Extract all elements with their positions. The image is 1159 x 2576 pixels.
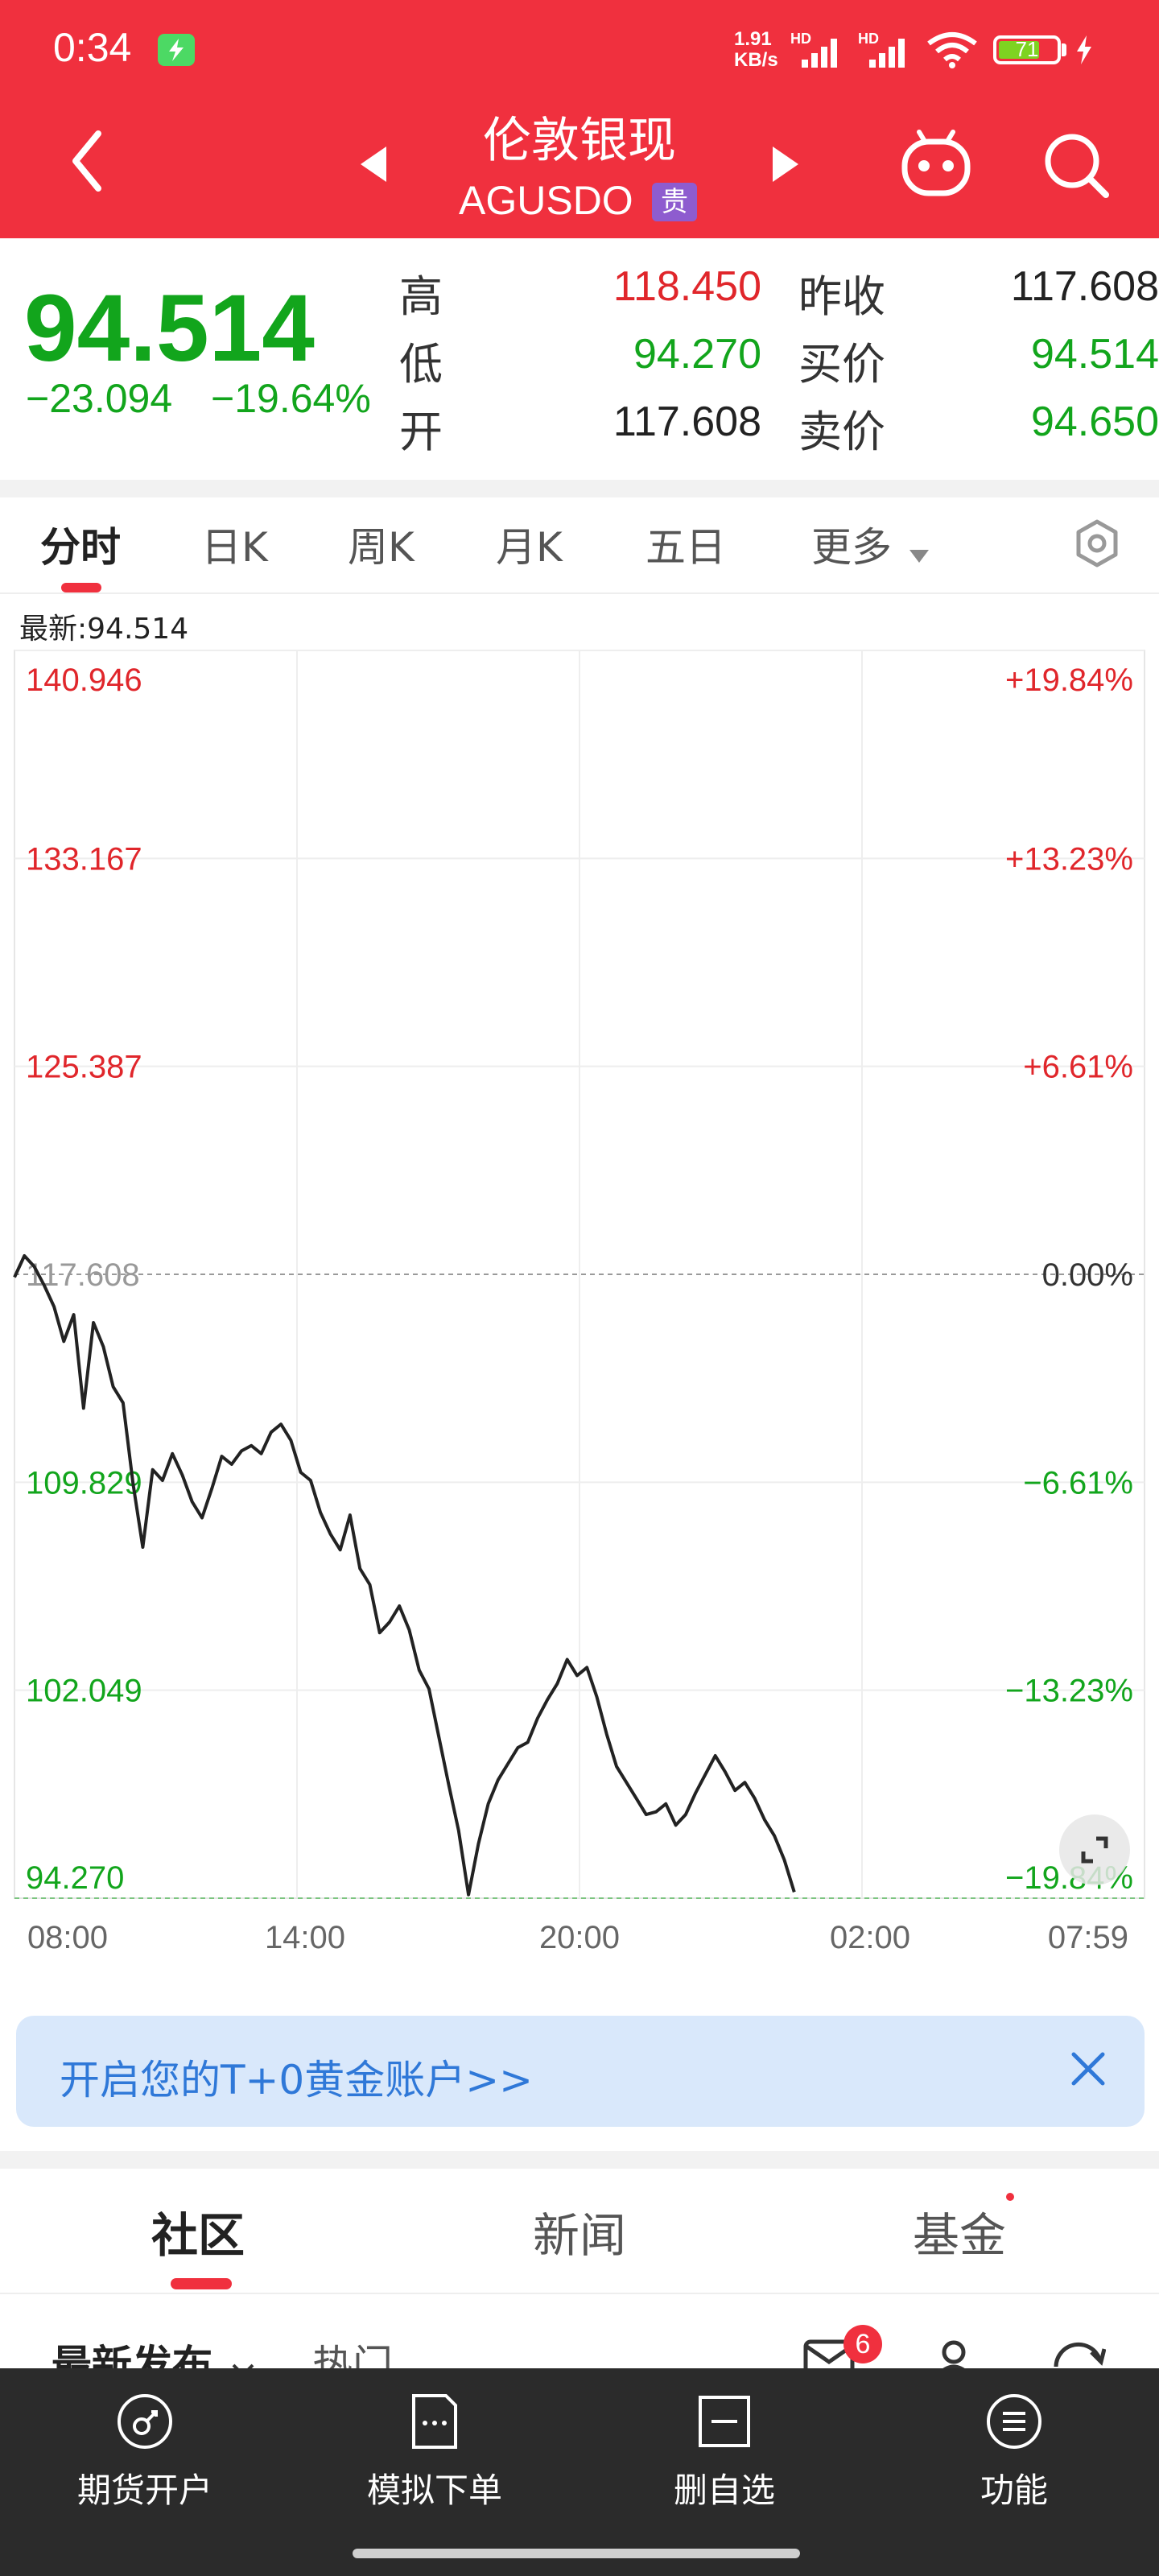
nav-simulated-order[interactable]: 模拟下单 — [290, 2368, 580, 2529]
hd-label-1: HD — [790, 31, 811, 47]
robot-assistant-icon[interactable] — [900, 129, 972, 204]
message-badge: 6 — [843, 2325, 882, 2363]
refresh-icon[interactable] — [1050, 2334, 1107, 2375]
chart-x-tick-label: 02:00 — [830, 1920, 910, 1955]
chart-settings-icon[interactable] — [1072, 518, 1122, 572]
chart-y-pct-label: +6.61% — [1023, 1050, 1133, 1085]
open-label: 开 — [399, 407, 443, 457]
tab-daily-k[interactable]: 日K — [201, 524, 268, 571]
high-value: 118.450 — [612, 263, 761, 310]
high-label: 高 — [399, 271, 443, 322]
section-divider — [0, 480, 1159, 497]
battery-level: 71 — [1015, 37, 1039, 61]
nav-label: 模拟下单 — [366, 2471, 502, 2510]
close-icon[interactable] — [1064, 2045, 1112, 2093]
chart-x-tick-label: 07:59 — [1048, 1920, 1128, 1955]
signal-icon-1: HD — [790, 31, 837, 68]
tab-five-day[interactable]: 五日 — [645, 524, 726, 571]
chart-y-tick-label: 133.167 — [26, 841, 142, 877]
open-value: 117.608 — [612, 398, 761, 445]
bid-label: 买价 — [798, 339, 885, 390]
low-label: 低 — [399, 339, 443, 390]
chart-y-tick-label: 140.946 — [26, 663, 142, 698]
chart-y-tick-label: 125.387 — [26, 1050, 142, 1085]
dropdown-triangle-icon — [908, 527, 930, 574]
prev-instrument-icon[interactable] — [359, 145, 388, 187]
tab-intraday[interactable]: 分时 — [40, 524, 121, 571]
chart-y-pct-label: +13.23% — [1005, 841, 1133, 877]
chart-y-pct-label: −6.61% — [1023, 1465, 1133, 1501]
intraday-chart[interactable]: 140.946 +19.84% 133.167 +13.23% 125.387 +6.61… — [0, 636, 1159, 1972]
nav-open-futures-account[interactable]: 期货开户 — [0, 2368, 290, 2529]
charging-bolt-icon — [1074, 34, 1095, 69]
chart-y-tick-label: 117.608 — [26, 1257, 140, 1293]
active-tab-indicator — [61, 583, 101, 592]
tab-fund[interactable]: 基金 — [913, 2208, 1007, 2263]
tab-community[interactable]: 社区 — [151, 2208, 245, 2263]
fund-notification-dot — [1006, 2193, 1014, 2201]
instrument-title: 伦敦银现 — [483, 113, 676, 169]
fullscreen-expand-icon[interactable] — [1059, 1814, 1130, 1885]
chart-x-tick-label: 20:00 — [539, 1920, 620, 1955]
nav-label: 功能 — [980, 2471, 1048, 2510]
back-icon[interactable] — [69, 129, 105, 196]
chart-x-tick-label: 08:00 — [27, 1920, 108, 1955]
signal-icon-2: HD — [858, 31, 905, 68]
network-speed: 1.91 KB/s — [734, 29, 778, 71]
nav-label: 删自选 — [673, 2471, 775, 2510]
ask-value: 94.650 — [1030, 398, 1159, 445]
latest-price-label: 最新:94.514 — [19, 613, 189, 646]
active-community-tab-indicator — [171, 2278, 232, 2289]
prev-close-value: 117.608 — [1010, 263, 1159, 310]
tab-more[interactable]: 更多 — [811, 515, 930, 574]
wifi-icon — [926, 31, 979, 72]
chart-y-pct-label: −13.23% — [1005, 1674, 1133, 1709]
promo-banner-text: 开启您的T+0黄金账户>> — [60, 2057, 534, 2103]
status-time: 0:34 — [53, 25, 132, 70]
nav-functions[interactable]: 功能 — [869, 2368, 1159, 2529]
next-instrument-icon[interactable] — [771, 145, 800, 187]
chart-x-tick-label: 14:00 — [265, 1920, 345, 1955]
price-change-pct: −19.64% — [211, 376, 371, 421]
tab-weekly-k[interactable]: 周K — [348, 524, 415, 571]
battery-icon: 71 — [993, 35, 1061, 64]
order-document-icon — [406, 2392, 464, 2450]
header-bar: 0:34 1.91 KB/s HD HD 71 伦敦银现 AGUSDO 贵 — [0, 0, 1159, 238]
network-speed-value: 1.91 — [734, 28, 772, 50]
charging-app-icon — [158, 34, 195, 66]
price-line — [13, 1254, 796, 1897]
bottom-navigation: 期货开户 模拟下单 删自选 功能 — [0, 2368, 1159, 2576]
ask-label: 卖价 — [798, 407, 885, 457]
chart-y-pct-label: 0.00% — [1042, 1257, 1133, 1293]
account-open-icon — [116, 2392, 174, 2450]
prev-close-label: 昨收 — [798, 271, 885, 322]
precious-metal-tag: 贵 — [652, 183, 697, 221]
tab-news[interactable]: 新闻 — [533, 2208, 627, 2263]
menu-icon — [985, 2392, 1043, 2450]
home-indicator[interactable] — [353, 2549, 800, 2558]
bid-value: 94.514 — [1030, 331, 1159, 378]
chart-y-tick-label: 94.270 — [26, 1860, 124, 1896]
price-change: −23.094 — [26, 376, 173, 421]
network-speed-unit: KB/s — [734, 49, 778, 71]
chart-y-pct-label: +19.84% — [1005, 663, 1133, 698]
remove-box-icon — [695, 2392, 753, 2450]
tab-monthly-k[interactable]: 月K — [496, 524, 563, 571]
nav-label: 期货开户 — [76, 2471, 212, 2510]
search-icon[interactable] — [1043, 132, 1111, 203]
chart-y-tick-label: 102.049 — [26, 1674, 142, 1709]
tab-more-label: 更多 — [811, 524, 892, 571]
chart-y-tick-label: 109.829 — [26, 1465, 142, 1501]
nav-remove-watchlist[interactable]: 删自选 — [580, 2368, 869, 2529]
hd-label-2: HD — [858, 31, 879, 47]
last-price: 94.514 — [24, 275, 315, 382]
instrument-code: AGUSDO — [459, 178, 633, 223]
low-value: 94.270 — [633, 331, 761, 378]
promo-banner[interactable]: 开启您的T+0黄金账户>> — [16, 2016, 1145, 2127]
